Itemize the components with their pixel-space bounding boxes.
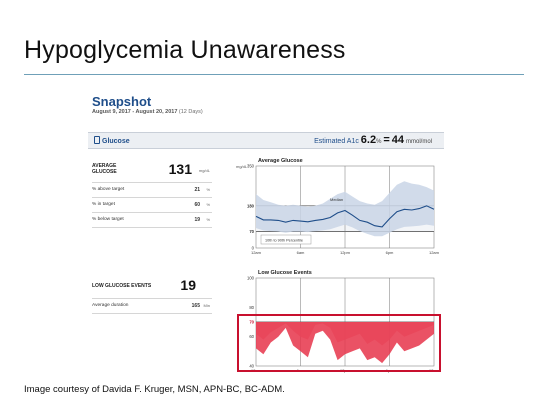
avg-ytick-3: 350 bbox=[247, 164, 255, 169]
average-glucose-row: AVERAGE GLUCOSE 131 mg/dL bbox=[92, 158, 212, 183]
avg-chart-ylabel: mg/dL bbox=[236, 164, 248, 169]
avg-xtick-0: 12am bbox=[251, 250, 262, 255]
a1c-label: Estimated A1c bbox=[314, 138, 359, 145]
avg-ytick-2: 180 bbox=[247, 203, 255, 208]
low-events-stats: LOW GLUCOSE EVENTS 19 Average duration 1… bbox=[92, 274, 212, 314]
estimated-a1c: Estimated A1c 6.2% = 44 mmol/mol bbox=[314, 134, 432, 146]
snapshot-title: Snapshot bbox=[92, 94, 152, 109]
low-events-highlight-box bbox=[237, 314, 441, 372]
average-glucose-unit: mg/dL bbox=[198, 168, 210, 173]
a1c-mmol: 44 bbox=[391, 134, 405, 146]
glucose-section-label: Glucose bbox=[94, 136, 130, 145]
above-target-row: % above target 21 % bbox=[92, 183, 212, 198]
low-ytick-0: 40 bbox=[249, 364, 254, 369]
slide-title: Hypoglycemia Unawareness bbox=[24, 36, 346, 64]
avg-xtick-4: 12am bbox=[429, 250, 440, 255]
glucose-drop-icon bbox=[94, 136, 100, 144]
glucose-section-header: Glucose Estimated A1c 6.2% = 44 mmol/mol bbox=[88, 132, 444, 149]
low-chart-title: Low Glucose Events bbox=[258, 270, 312, 276]
avg-median-label: Median bbox=[330, 197, 343, 202]
in-target-row: % in target 60 % bbox=[92, 198, 212, 213]
low-ytick-4: 100 bbox=[247, 276, 255, 281]
low-ytick-1: 60 bbox=[249, 334, 254, 339]
average-glucose-value: 131 bbox=[168, 161, 192, 177]
avg-band-legend-box bbox=[260, 234, 312, 245]
low-ytick-3: 80 bbox=[249, 305, 254, 310]
avg-median-line bbox=[255, 205, 435, 228]
avg-xtick-1: 6am bbox=[297, 250, 305, 255]
a1c-percent: 6.2 bbox=[360, 134, 377, 146]
avg-xtick-2: 12pm bbox=[340, 250, 351, 255]
average-duration-row: Average duration 165 Min bbox=[92, 299, 212, 314]
low-events-row: LOW GLUCOSE EVENTS 19 bbox=[92, 274, 212, 299]
low-events-label: LOW GLUCOSE EVENTS bbox=[92, 283, 152, 289]
below-target-row: % below target 19 % bbox=[92, 213, 212, 228]
average-glucose-chart: Average Glucose mg/dL 0 70 180 350 12am 6am 12… bbox=[236, 158, 440, 255]
avg-band-label: 10th to 90th Percentile bbox=[265, 239, 303, 243]
avg-chart-title: Average Glucose bbox=[258, 158, 303, 164]
avg-percentile-band bbox=[256, 181, 434, 237]
avg-xtick-3: 6pm bbox=[386, 250, 394, 255]
avg-ytick-1: 70 bbox=[249, 229, 254, 234]
average-glucose-label: AVERAGE GLUCOSE bbox=[92, 163, 117, 175]
glucose-stats: AVERAGE GLUCOSE 131 mg/dL % above target… bbox=[92, 158, 212, 228]
image-caption: Image courtesy of Davida F. Kruger, MSN,… bbox=[24, 384, 285, 395]
snapshot-date-range: August 9, 2017 - August 20, 2017 (12 Day… bbox=[92, 109, 203, 115]
low-events-value: 19 bbox=[180, 277, 196, 293]
avg-ytick-0: 0 bbox=[252, 246, 255, 251]
title-rule bbox=[24, 74, 524, 75]
low-events-area-0 bbox=[256, 322, 434, 364]
low-ytick-2: 70 bbox=[249, 320, 254, 325]
